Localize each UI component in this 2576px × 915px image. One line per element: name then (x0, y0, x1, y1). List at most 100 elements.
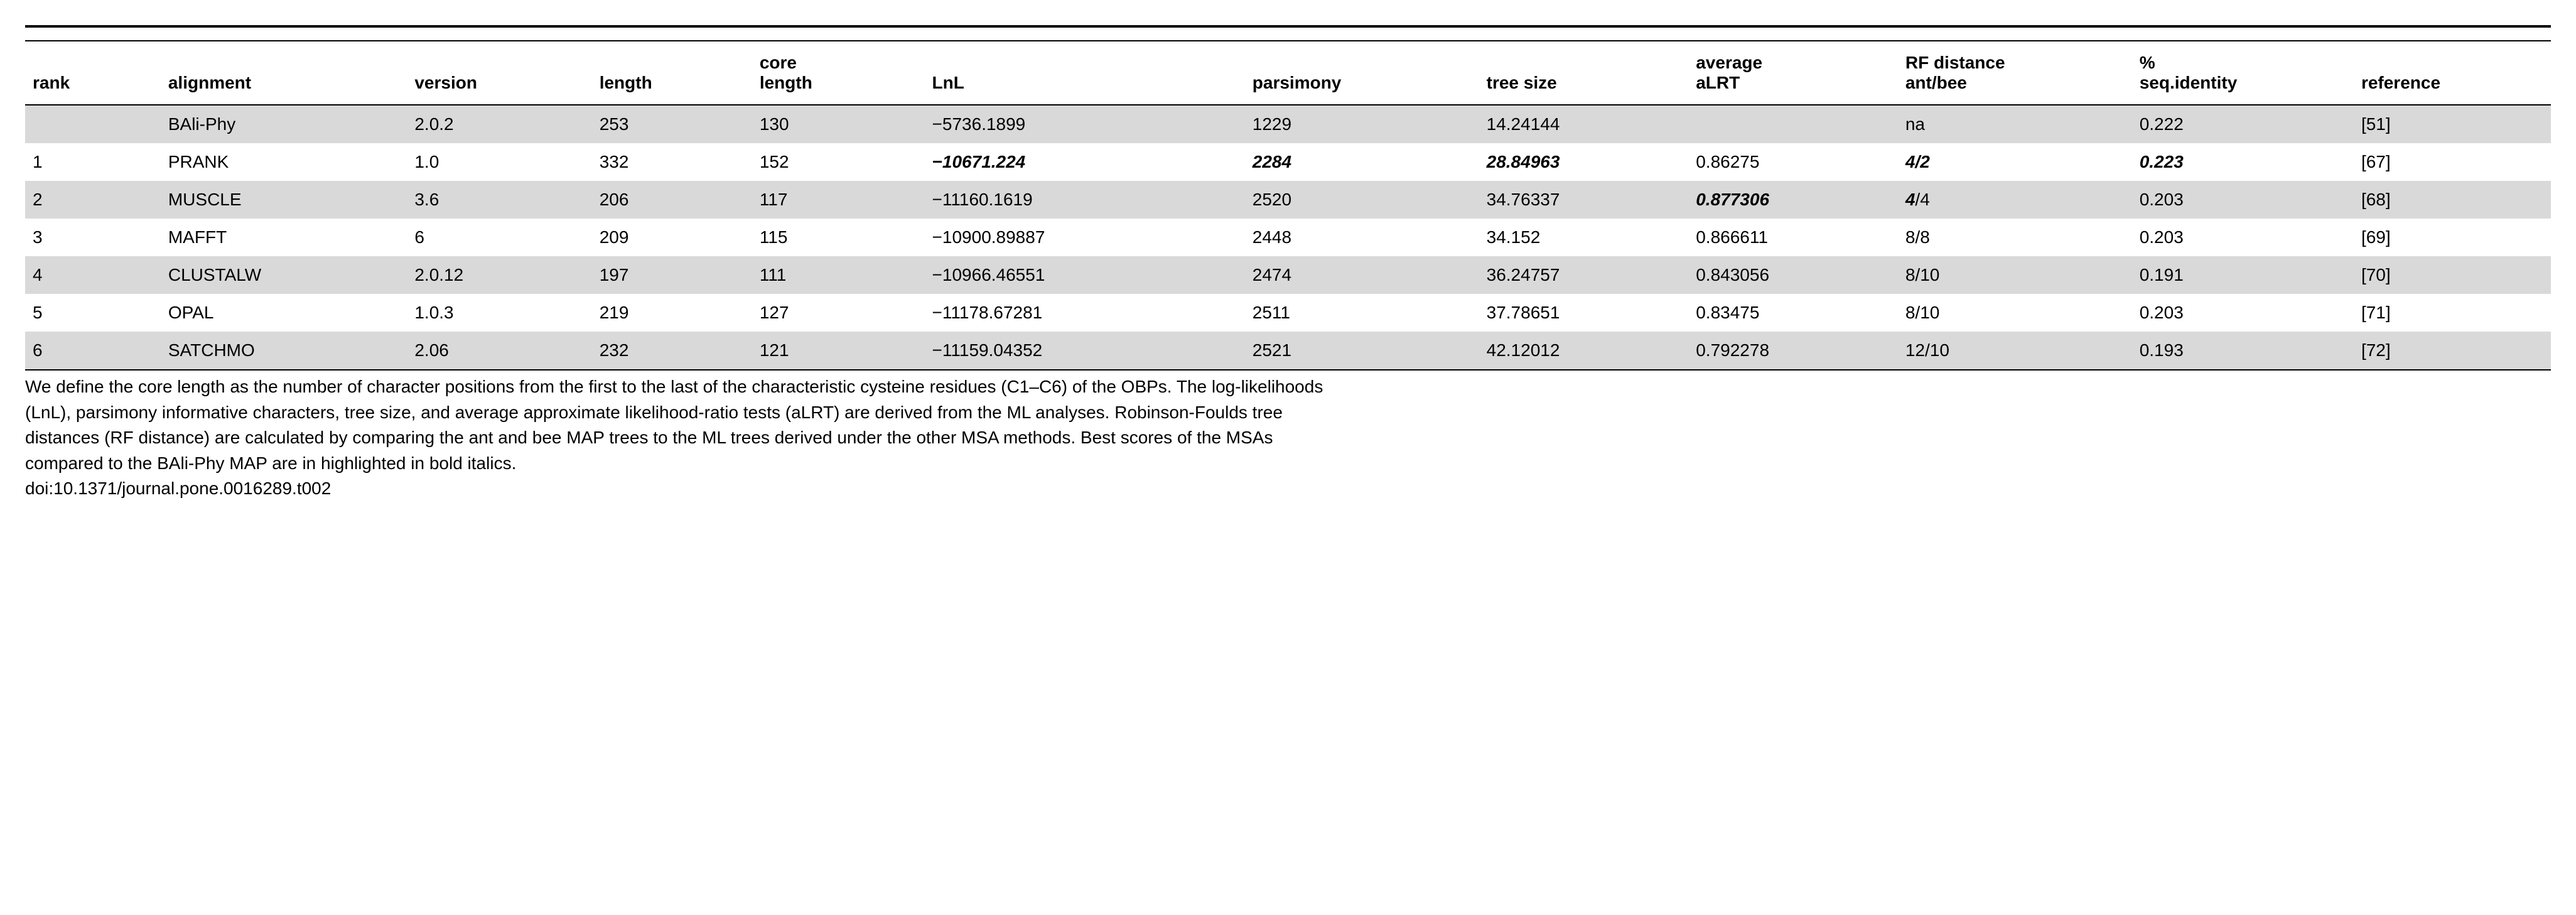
table-row: 3 MAFFT 6 209 115 −10900.89887 2448 34.1… (25, 219, 2551, 256)
table-row: 1 PRANK 1.0 332 152 −10671.224 2284 28.8… (25, 143, 2551, 181)
col-lnl: LnL (925, 41, 1245, 105)
cell-alignment: SATCHMO (161, 332, 407, 369)
col-avg-alrt-l1: average (1696, 53, 1762, 72)
col-version: version (407, 41, 591, 105)
cell-parsimony: 2511 (1245, 294, 1479, 332)
col-seqid-l2: seq.identity (2140, 73, 2238, 92)
col-core-length-l2: length (760, 73, 812, 92)
cell-length: 219 (592, 294, 752, 332)
cell-length: 232 (592, 332, 752, 369)
cell-version: 1.0.3 (407, 294, 591, 332)
cell-reference: [67] (2354, 143, 2551, 181)
cell-seqid: 0.203 (2132, 181, 2354, 219)
cell-tree-size: 42.12012 (1479, 332, 1689, 369)
cell-reference: [51] (2354, 105, 2551, 143)
col-core-length-l1: core (760, 53, 797, 72)
cell-seqid: 0.223 (2132, 143, 2354, 181)
cell-core-length: 115 (752, 219, 925, 256)
cell-avg-alrt: 0.843056 (1688, 256, 1898, 294)
footnote-line: We define the core length as the number … (25, 377, 1323, 396)
bottom-rule (25, 369, 2551, 371)
col-parsimony: parsimony (1245, 41, 1479, 105)
col-seqid: % seq.identity (2132, 41, 2354, 105)
cell-reference: [68] (2354, 181, 2551, 219)
cell-tree-size: 36.24757 (1479, 256, 1689, 294)
cell-lnl: −10966.46551 (925, 256, 1245, 294)
cell-seqid: 0.193 (2132, 332, 2354, 369)
header-row: rank alignment version length core lengt… (25, 41, 2551, 105)
cell-rf: 4/4 (1898, 181, 2132, 219)
col-reference: reference (2354, 41, 2551, 105)
cell-version: 2.0.2 (407, 105, 591, 143)
cell-rank (25, 105, 161, 143)
cell-seqid: 0.222 (2132, 105, 2354, 143)
cell-rf: 4/2 (1898, 143, 2132, 181)
cell-rank: 3 (25, 219, 161, 256)
col-length: length (592, 41, 752, 105)
doi-line: doi:10.1371/journal.pone.0016289.t002 (25, 479, 331, 498)
cell-reference: [72] (2354, 332, 2551, 369)
cell-rf: 8/10 (1898, 294, 2132, 332)
cell-alignment: BAli-Phy (161, 105, 407, 143)
emph: 2 (1920, 152, 1930, 171)
cell-seqid: 0.203 (2132, 294, 2354, 332)
cell-reference: [69] (2354, 219, 2551, 256)
cell-lnl: −5736.1899 (925, 105, 1245, 143)
cell-length: 332 (592, 143, 752, 181)
cell-core-length: 152 (752, 143, 925, 181)
cell-alignment: PRANK (161, 143, 407, 181)
cell-tree-size: 28.84963 (1479, 143, 1689, 181)
cell-rf: na (1898, 105, 2132, 143)
cell-tree-size: 14.24144 (1479, 105, 1689, 143)
cell-length: 197 (592, 256, 752, 294)
col-core-length: core length (752, 41, 925, 105)
cell-seqid: 0.203 (2132, 219, 2354, 256)
table-row: 4 CLUSTALW 2.0.12 197 111 −10966.46551 2… (25, 256, 2551, 294)
cell-core-length: 127 (752, 294, 925, 332)
cell-rf: 12/10 (1898, 332, 2132, 369)
cell-lnl: −10900.89887 (925, 219, 1245, 256)
cell-parsimony: 2520 (1245, 181, 1479, 219)
data-table: rank alignment version length core lengt… (25, 41, 2551, 369)
cell-rf: 8/10 (1898, 256, 2132, 294)
cell-rf: 8/8 (1898, 219, 2132, 256)
cell-alignment: CLUSTALW (161, 256, 407, 294)
cell-parsimony: 2521 (1245, 332, 1479, 369)
cell-avg-alrt: 0.792278 (1688, 332, 1898, 369)
cell-version: 3.6 (407, 181, 591, 219)
cell-length: 209 (592, 219, 752, 256)
cell-seqid: 0.191 (2132, 256, 2354, 294)
cell-alignment: MAFFT (161, 219, 407, 256)
emph: 2284 (1253, 152, 1291, 171)
cell-lnl: −11159.04352 (925, 332, 1245, 369)
cell-tree-size: 34.152 (1479, 219, 1689, 256)
cell-lnl: −11178.67281 (925, 294, 1245, 332)
footnote-line: (LnL), parsimony informative characters,… (25, 403, 1283, 422)
cell-parsimony: 2448 (1245, 219, 1479, 256)
cell-length: 206 (592, 181, 752, 219)
cell-rank: 1 (25, 143, 161, 181)
cell-parsimony: 1229 (1245, 105, 1479, 143)
footnote-line: distances (RF distance) are calculated b… (25, 428, 1273, 447)
cell-avg-alrt (1688, 105, 1898, 143)
table-figure: rank alignment version length core lengt… (25, 25, 2551, 502)
col-avg-alrt: average aLRT (1688, 41, 1898, 105)
footnote: We define the core length as the number … (25, 374, 2551, 502)
emph: 28.84963 (1487, 152, 1560, 171)
cell-version: 2.06 (407, 332, 591, 369)
cell-version: 2.0.12 (407, 256, 591, 294)
cell-avg-alrt: 0.83475 (1688, 294, 1898, 332)
cell-tree-size: 37.78651 (1479, 294, 1689, 332)
cell-core-length: 130 (752, 105, 925, 143)
footnote-line: compared to the BAli-Phy MAP are in high… (25, 453, 516, 473)
col-rf: RF distance ant/bee (1898, 41, 2132, 105)
spacer (25, 28, 2551, 40)
cell-parsimony: 2474 (1245, 256, 1479, 294)
cell-rank: 4 (25, 256, 161, 294)
cell-version: 1.0 (407, 143, 591, 181)
emph: 4 (1905, 152, 1916, 171)
cell-reference: [71] (2354, 294, 2551, 332)
emph: 4 (1905, 190, 1916, 209)
col-seqid-l1: % (2140, 53, 2155, 72)
cell-tree-size: 34.76337 (1479, 181, 1689, 219)
